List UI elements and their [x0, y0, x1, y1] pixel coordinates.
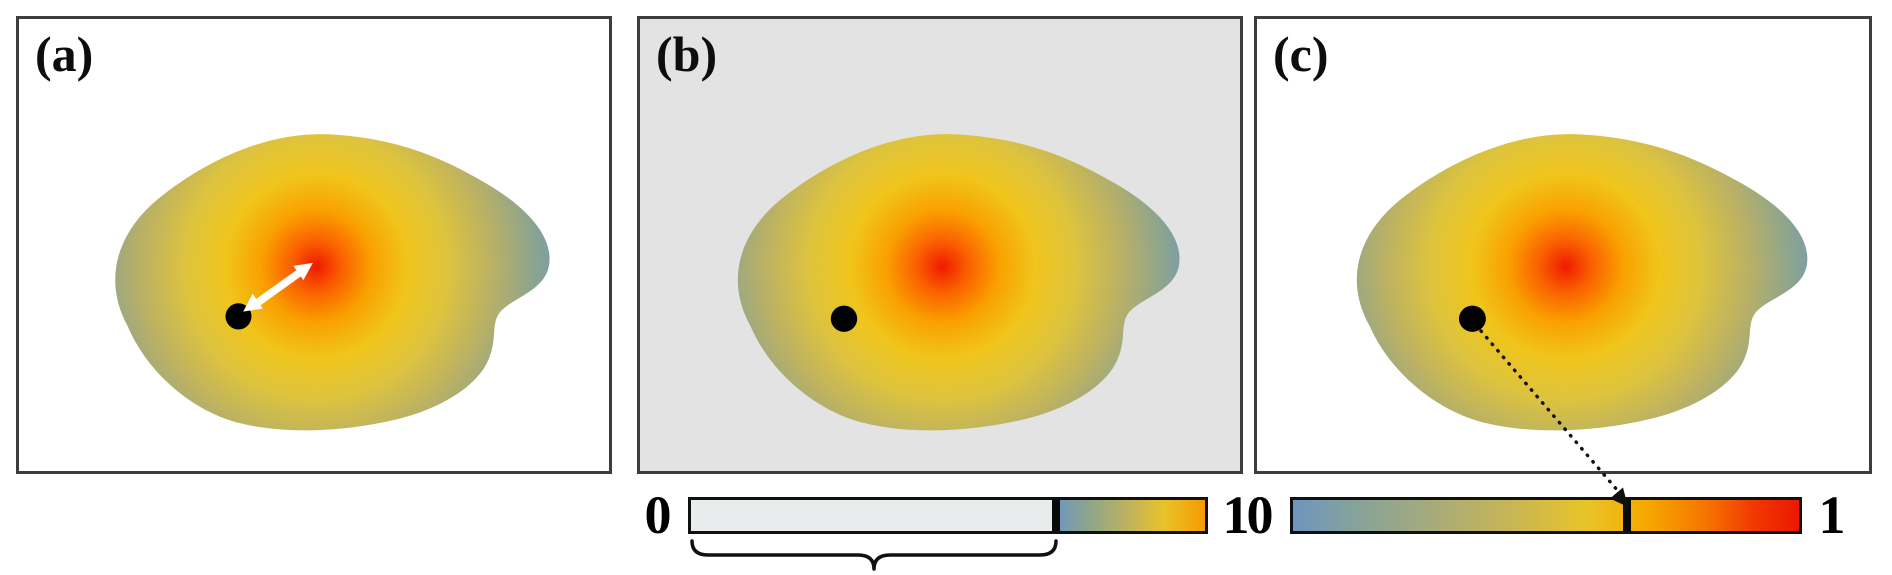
- colorbar-c-min-label: 0: [1246, 485, 1274, 545]
- panel-b-label: (b): [656, 26, 718, 82]
- panel-c-label: (c): [1273, 26, 1329, 82]
- panel-a: (a): [16, 16, 612, 474]
- colorbar-c-tick: [1622, 500, 1631, 531]
- sample-point-dot: [830, 305, 858, 332]
- panel-b-canvas: [737, 134, 1180, 431]
- colorbar-b-min-label: 0: [644, 485, 672, 545]
- heatmap-blob: [115, 134, 550, 431]
- colorbar-b-max-label: 1: [1222, 485, 1250, 545]
- panel-a-label: (a): [35, 26, 94, 82]
- panel-a-canvas: [115, 134, 550, 431]
- heatmap-blob: [1356, 134, 1808, 431]
- colorbar-b: [688, 497, 1208, 534]
- panel-c-canvas: [1356, 134, 1808, 431]
- underbrace-icon: [690, 539, 1058, 571]
- panel-c: (c): [1254, 16, 1872, 474]
- sample-point-dot: [1458, 305, 1486, 332]
- double-headed-arrow-icon: [243, 262, 313, 312]
- colorbar-c-max-label: 1: [1818, 485, 1846, 545]
- heatmap-blob: [737, 134, 1180, 431]
- panel-b: (b): [637, 16, 1243, 474]
- colorbar-b-tick: [1051, 500, 1060, 531]
- colorbar-c: [1290, 497, 1802, 534]
- colorbar-b-gradient-region: [1055, 500, 1205, 531]
